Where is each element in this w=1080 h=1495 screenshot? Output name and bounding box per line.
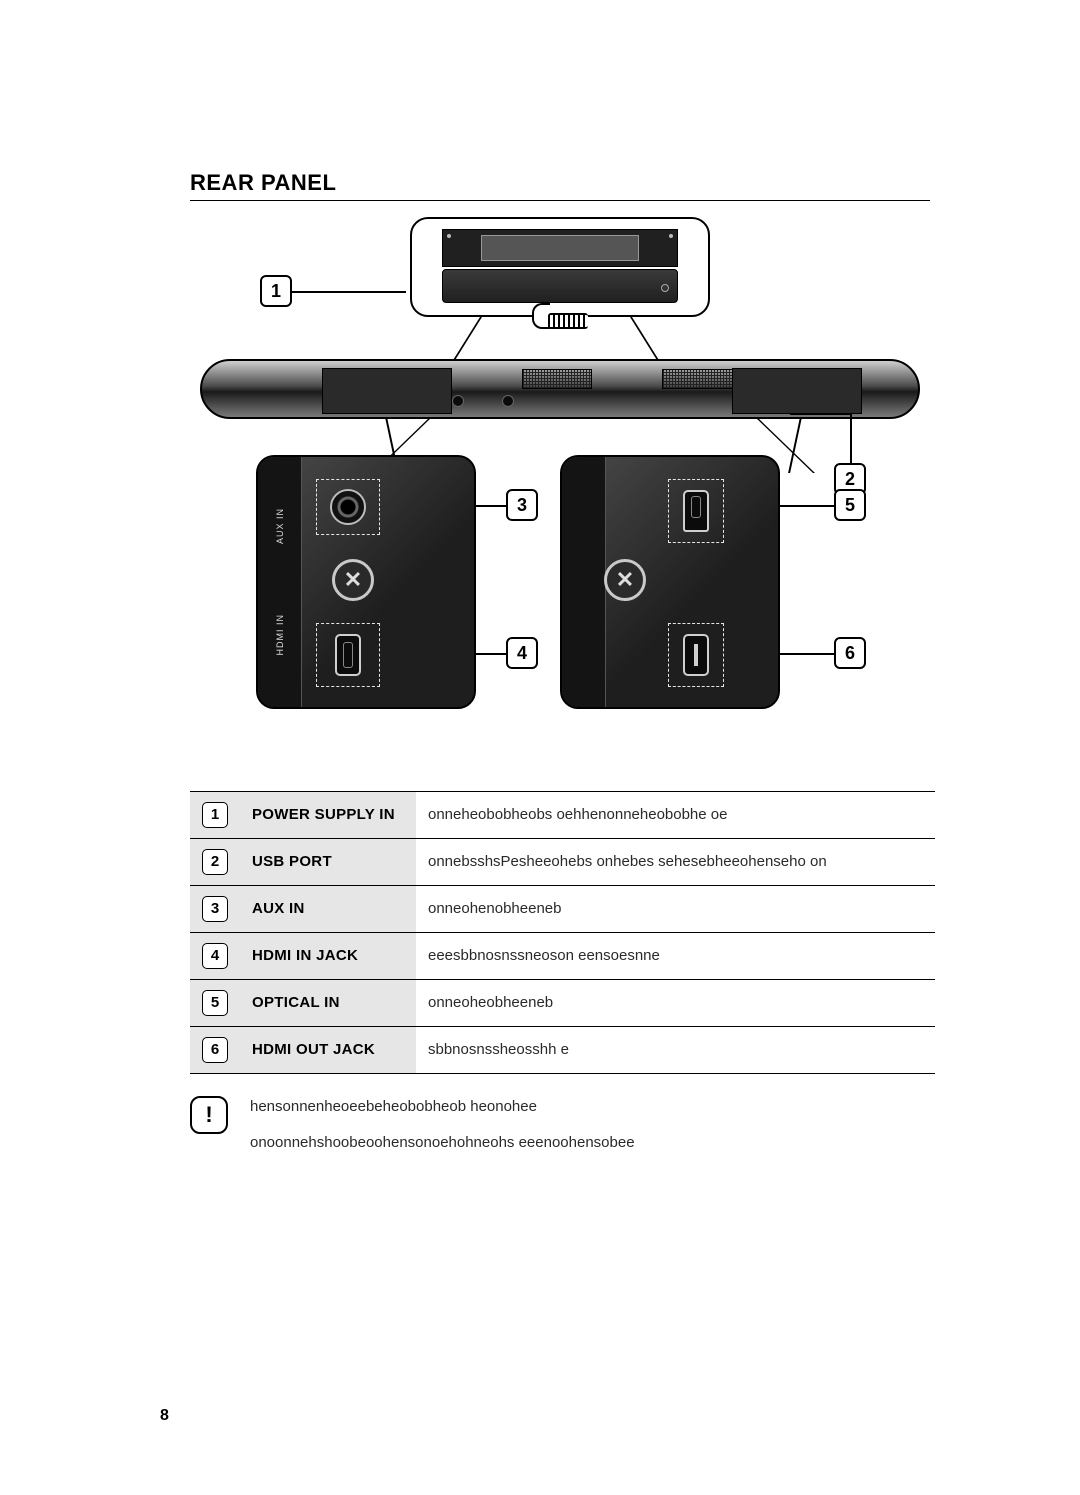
callout-bubble-6: 6 <box>834 637 866 669</box>
note-paragraph: onoonnehshoobeoohensonoehohneohs eeenooh… <box>250 1132 635 1154</box>
screw-icon: ✕ <box>604 559 646 601</box>
row-desc: onnebsshsPesheeohebs onhebes sehesebheeo… <box>416 839 935 886</box>
note-paragraph: hensonnenheoeebeheobobheob heonohee <box>250 1096 635 1118</box>
hdmi-in-jack-icon <box>335 634 361 676</box>
optical-in-jack-icon <box>683 490 709 532</box>
screw-icon: ✕ <box>332 559 374 601</box>
rear-panel-diagram: 1 2 <box>200 217 920 755</box>
table-row: 4 HDMI IN JACK eeesbbnosnssneoson eensoe… <box>190 933 935 980</box>
closeup-power-label <box>410 217 710 317</box>
power-cord-icon <box>532 297 588 331</box>
callout-bubble-1: 1 <box>260 275 292 307</box>
closeup-left-ports: AUX IN HDMI IN ✕ <box>256 455 476 709</box>
hdmi-in-label: HDMI IN <box>275 614 285 656</box>
closeup-right-ports: ✕ <box>560 455 780 709</box>
table-row: 1 POWER SUPPLY IN onneheobobheobs oehhen… <box>190 792 935 839</box>
page-number: 8 <box>160 1407 169 1425</box>
row-index: 6 <box>202 1037 228 1063</box>
row-index: 2 <box>202 849 228 875</box>
row-index: 4 <box>202 943 228 969</box>
aux-in-jack-icon <box>330 489 366 525</box>
row-name: OPTICAL IN <box>240 980 416 1027</box>
caution-icon: ! <box>190 1096 228 1134</box>
hdmi-out-jack-icon <box>683 634 709 676</box>
soundbar-rear-view <box>200 359 920 419</box>
row-name: USB PORT <box>240 839 416 886</box>
table-row: 6 HDMI OUT JACK sbbnosnssheosshh e <box>190 1027 935 1074</box>
port-description-table: 1 POWER SUPPLY IN onneheobobheobs oehhen… <box>190 791 935 1074</box>
table-row: 3 AUX IN onneohenobheeneb <box>190 886 935 933</box>
callout-bubble-4: 4 <box>506 637 538 669</box>
row-name: AUX IN <box>240 886 416 933</box>
row-index: 3 <box>202 896 228 922</box>
callout-bubble-3: 3 <box>506 489 538 521</box>
row-desc: onneohenobheeneb <box>416 886 935 933</box>
table-row: 5 OPTICAL IN onneoheobheeneb <box>190 980 935 1027</box>
row-desc: onneheobobheobs oehhenonneheobobhe oe <box>416 792 935 839</box>
row-desc: onneoheobheeneb <box>416 980 935 1027</box>
row-name: HDMI OUT JACK <box>240 1027 416 1074</box>
row-index: 5 <box>202 990 228 1016</box>
callout-bubble-5: 5 <box>834 489 866 521</box>
caution-note: ! hensonnenheoeebeheobobheob heonohee on… <box>190 1096 935 1168</box>
row-name: HDMI IN JACK <box>240 933 416 980</box>
table-row: 2 USB PORT onnebsshsPesheeohebs onhebes … <box>190 839 935 886</box>
row-desc: sbbnosnssheosshh e <box>416 1027 935 1074</box>
section-title: REAR PANEL <box>190 170 930 201</box>
row-name: POWER SUPPLY IN <box>240 792 416 839</box>
row-desc: eeesbbnosnssneoson eensoesnne <box>416 933 935 980</box>
row-index: 1 <box>202 802 228 828</box>
aux-in-label: AUX IN <box>275 508 285 544</box>
